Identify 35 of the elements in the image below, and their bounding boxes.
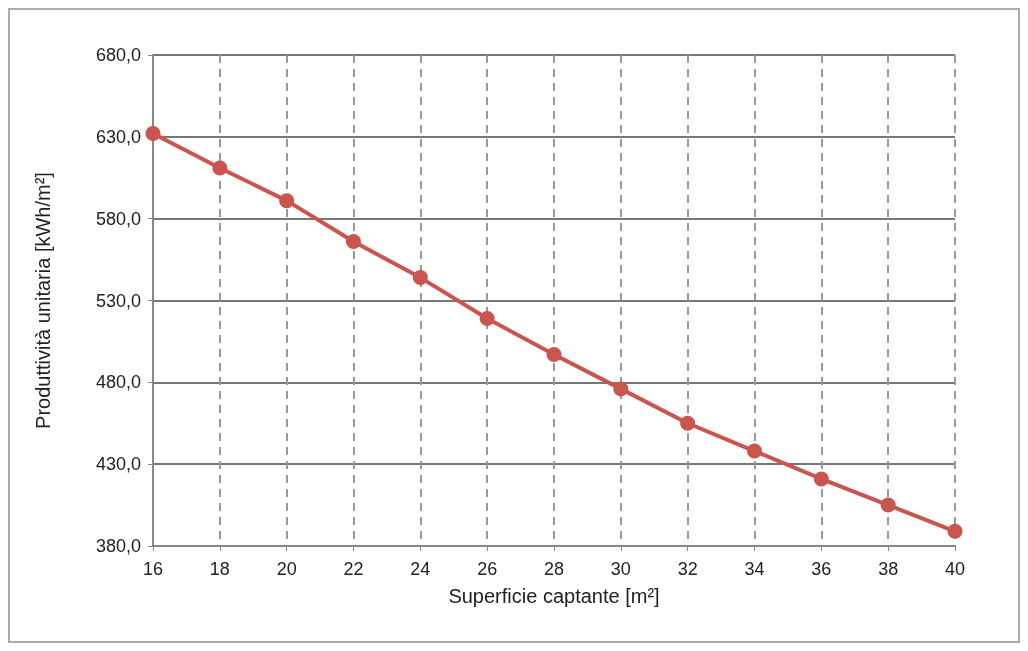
point bbox=[412, 270, 428, 286]
point bbox=[813, 471, 829, 487]
x-tick-label: 24 bbox=[410, 559, 431, 579]
x-tick-label: 40 bbox=[944, 559, 966, 579]
y-tick-label: 530,0 bbox=[95, 290, 141, 311]
x-tick-label: 18 bbox=[209, 559, 230, 579]
point bbox=[212, 160, 228, 176]
y-tick-label: 380,0 bbox=[95, 536, 141, 556]
y-tick-label: 480,0 bbox=[95, 372, 141, 393]
point bbox=[346, 234, 361, 250]
point bbox=[546, 347, 562, 363]
point bbox=[479, 311, 495, 326]
x-tick-label: 20 bbox=[276, 559, 297, 579]
y-axis-title: Produttività unitaria [kWh/m²] bbox=[32, 172, 54, 429]
x-tick-label: 28 bbox=[543, 559, 565, 579]
x-axis-title: Superficie captante [m²] bbox=[448, 585, 660, 607]
x-tick-label: 26 bbox=[477, 559, 498, 579]
y-tick-label: 430,0 bbox=[95, 454, 141, 475]
point bbox=[747, 443, 762, 459]
x-tick-label: 22 bbox=[343, 559, 364, 579]
x-tick-label: 16 bbox=[142, 559, 164, 579]
y-tick-label: 580,0 bbox=[95, 208, 141, 229]
y-tick-label: 630,0 bbox=[95, 126, 141, 147]
y-tick-label: 680,0 bbox=[95, 45, 141, 65]
point bbox=[145, 126, 161, 142]
x-tick-label: 38 bbox=[878, 559, 899, 579]
x-tick-label: 36 bbox=[811, 559, 832, 579]
x-tick-label: 32 bbox=[677, 559, 698, 579]
point bbox=[279, 193, 295, 209]
point bbox=[680, 415, 696, 431]
x-tick-label: 30 bbox=[610, 559, 631, 579]
point bbox=[947, 523, 963, 539]
x-tick-label: 34 bbox=[744, 559, 765, 579]
point bbox=[880, 497, 896, 513]
point bbox=[613, 381, 629, 397]
